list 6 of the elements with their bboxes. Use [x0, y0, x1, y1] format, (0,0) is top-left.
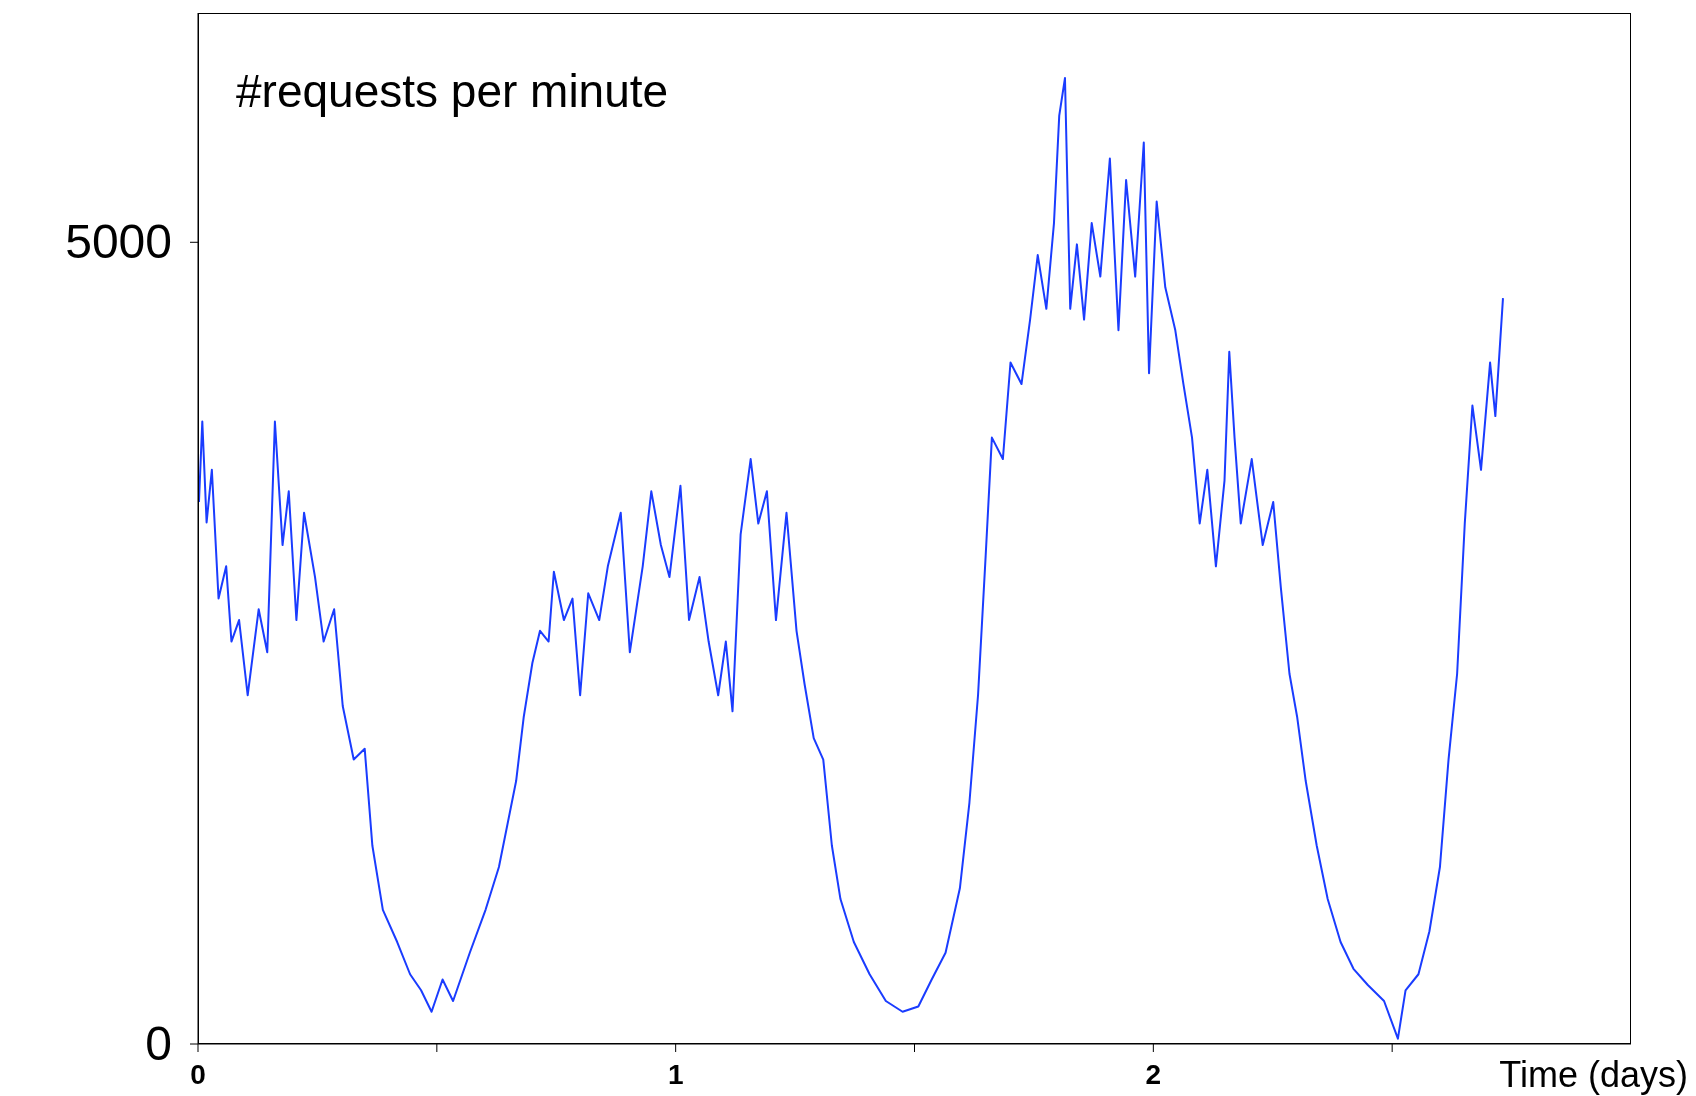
x-tick-label: 2	[1145, 1059, 1162, 1090]
x-axis-title: Time (days)	[1499, 1054, 1688, 1096]
x-tick-label: 0	[190, 1059, 206, 1090]
x-tick-label: 1	[667, 1059, 684, 1090]
y-axis-title: #requests per minute	[236, 64, 669, 118]
y-tick-label: 5000	[65, 215, 172, 269]
